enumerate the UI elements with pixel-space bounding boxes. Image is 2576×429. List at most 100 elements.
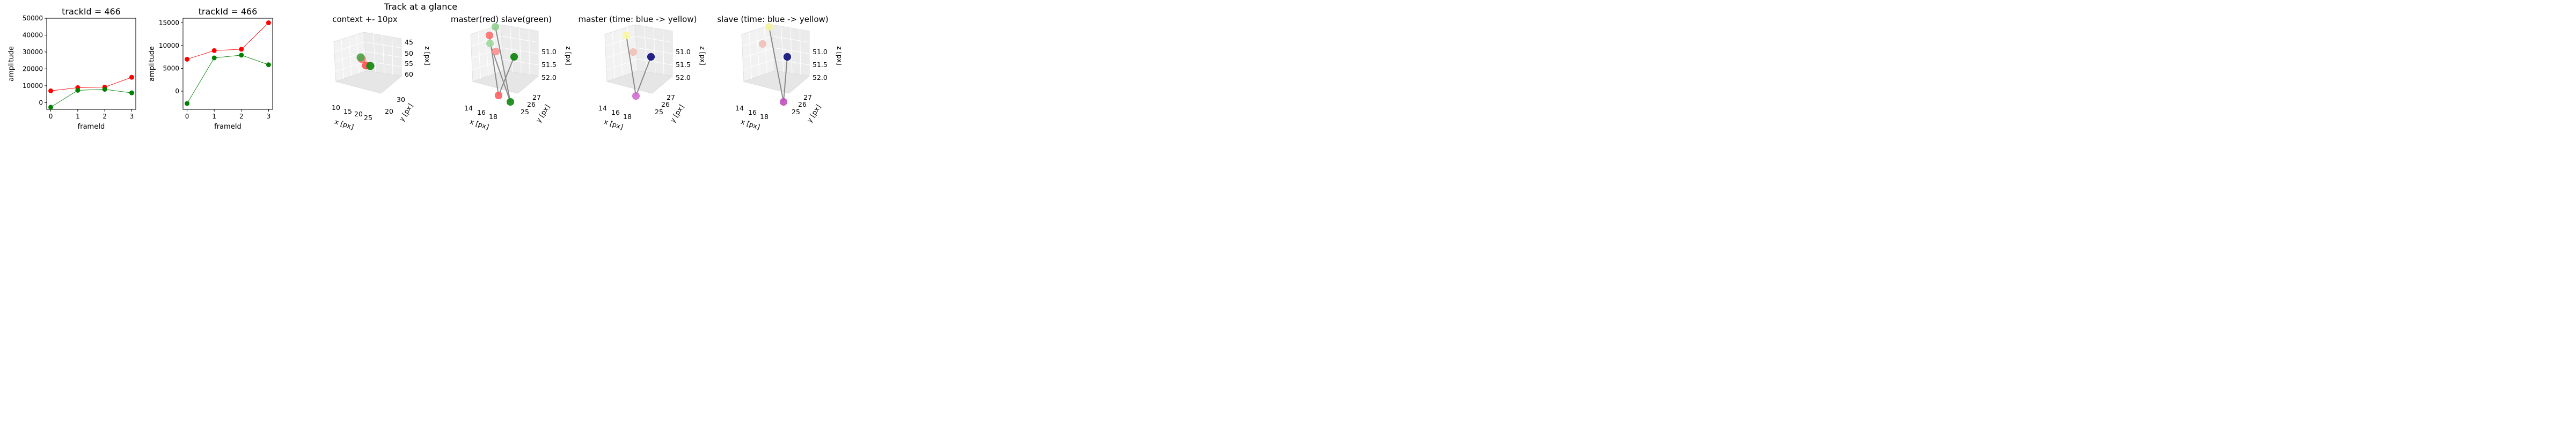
panel-title: context +- 10px [332, 14, 398, 24]
data-point [48, 105, 54, 110]
z-axis-label: z [px] [423, 46, 431, 65]
x-tick-label: 18 [760, 113, 769, 121]
series-line-1 [50, 77, 132, 91]
data-point [239, 47, 244, 52]
grid-line [471, 47, 539, 58]
data-point [129, 90, 134, 95]
z-tick-label: 55 [405, 60, 413, 68]
figure-suptitle: Track at a glance [384, 2, 457, 12]
x-axis-label: x [px] [603, 117, 624, 131]
data-point [759, 40, 766, 48]
y-tick-label: 0 [175, 87, 179, 95]
x-tick-label: 20 [354, 110, 363, 118]
data-point [486, 32, 493, 39]
z-tick-label: 45 [405, 38, 413, 46]
floor-pane [743, 70, 810, 94]
chart-title: trackId = 466 [199, 6, 258, 17]
series-line-2 [187, 55, 269, 104]
data-point [185, 57, 190, 62]
panel-title: master(red) slave(green) [451, 14, 552, 24]
y-tick-label: 0 [39, 99, 43, 106]
grid-line [348, 36, 352, 77]
x-tick-label: 14 [735, 104, 744, 112]
grid-line [605, 47, 673, 58]
y-tick-label: 15000 [159, 19, 179, 27]
grid-line [334, 51, 402, 62]
z-tick-label: 52.0 [676, 73, 691, 82]
x-tick-label: 16 [477, 108, 486, 116]
grid-line [663, 29, 664, 75]
z-tick-label: 51.0 [813, 48, 828, 56]
y-tick-label: 25 [655, 108, 663, 116]
grid-line [605, 35, 673, 47]
x-tick-label: 1 [212, 113, 216, 120]
y-axis-label: amplitude [148, 46, 156, 82]
z-tick-label: 52.0 [813, 73, 828, 82]
track-segment [635, 56, 652, 97]
y-axis-label: y [px] [668, 103, 685, 124]
data-point [765, 23, 773, 31]
y-tick-label: 27 [532, 93, 541, 101]
floor-pane [472, 70, 539, 94]
data-point [239, 53, 244, 58]
y-tick-label: 25 [521, 108, 529, 116]
x-tick-label: 2 [103, 113, 107, 120]
data-point [784, 53, 791, 61]
grid-line [471, 35, 539, 47]
y-axis-label: y [px] [397, 102, 414, 123]
y-tick-label: 5000 [163, 65, 179, 72]
line-chart-2: trackId = 466 0 1 2 3 0 5000 10000 15000 frameId a… [148, 6, 273, 131]
panel-title: slave (time: blue -> yellow) [717, 14, 828, 24]
data-point [630, 48, 637, 56]
series-line-2 [50, 89, 132, 108]
z-tick-label: 50 [405, 49, 413, 57]
data-point [632, 92, 640, 100]
y-axis-label: amplitude [8, 46, 16, 82]
scatter3d-2: master(red) slave(green) 51.0 51.5 52.0 z [p… [451, 14, 573, 131]
z-tick-label: 51.5 [676, 61, 691, 69]
y-tick-label: 20000 [23, 65, 43, 72]
grid-line [790, 27, 793, 74]
grid-line [742, 35, 810, 47]
x-axis-label: frameId [214, 123, 241, 131]
z-tick-label: 51.0 [541, 48, 557, 56]
data-point [185, 101, 190, 106]
y-tick-label: 26 [661, 100, 670, 108]
data-point [129, 75, 134, 80]
track-segment [769, 26, 784, 102]
y-axis-label: y [px] [534, 103, 551, 124]
z-axis-label: z [px] [565, 46, 573, 65]
grid-line [335, 61, 402, 72]
x-tick-label: 16 [748, 108, 757, 116]
data-point [211, 48, 217, 53]
data-point [366, 62, 375, 70]
track-segment [626, 35, 636, 97]
x-tick-label: 0 [49, 113, 53, 120]
grid-line [392, 36, 393, 75]
grid-line [653, 27, 656, 74]
x-axis-label: frameId [78, 123, 105, 131]
x-tick-label: 18 [489, 113, 497, 121]
grid-line [529, 29, 530, 75]
data-point [495, 92, 502, 99]
z-tick-label: 52.0 [541, 73, 557, 82]
data-point [102, 87, 107, 92]
y-axis-label: y [px] [805, 103, 822, 124]
data-point [48, 88, 54, 93]
x-tick-label: 10 [332, 103, 340, 112]
y-tick-label: 26 [798, 100, 807, 108]
y-tick-label: 50000 [23, 14, 43, 22]
grid-line [519, 27, 522, 74]
data-point [492, 48, 500, 55]
grid-line [485, 29, 489, 77]
x-tick-label: 1 [76, 113, 80, 120]
y-tick-label: 30000 [23, 48, 43, 56]
data-point [75, 87, 80, 93]
y-tick-label: 10000 [23, 82, 43, 90]
y-tick-label: 27 [803, 93, 812, 101]
scatter3d-3: master (time: blue -> yellow) 51.0 51.5 52.… [579, 14, 707, 131]
grid-line [382, 35, 385, 74]
data-point [647, 53, 655, 61]
